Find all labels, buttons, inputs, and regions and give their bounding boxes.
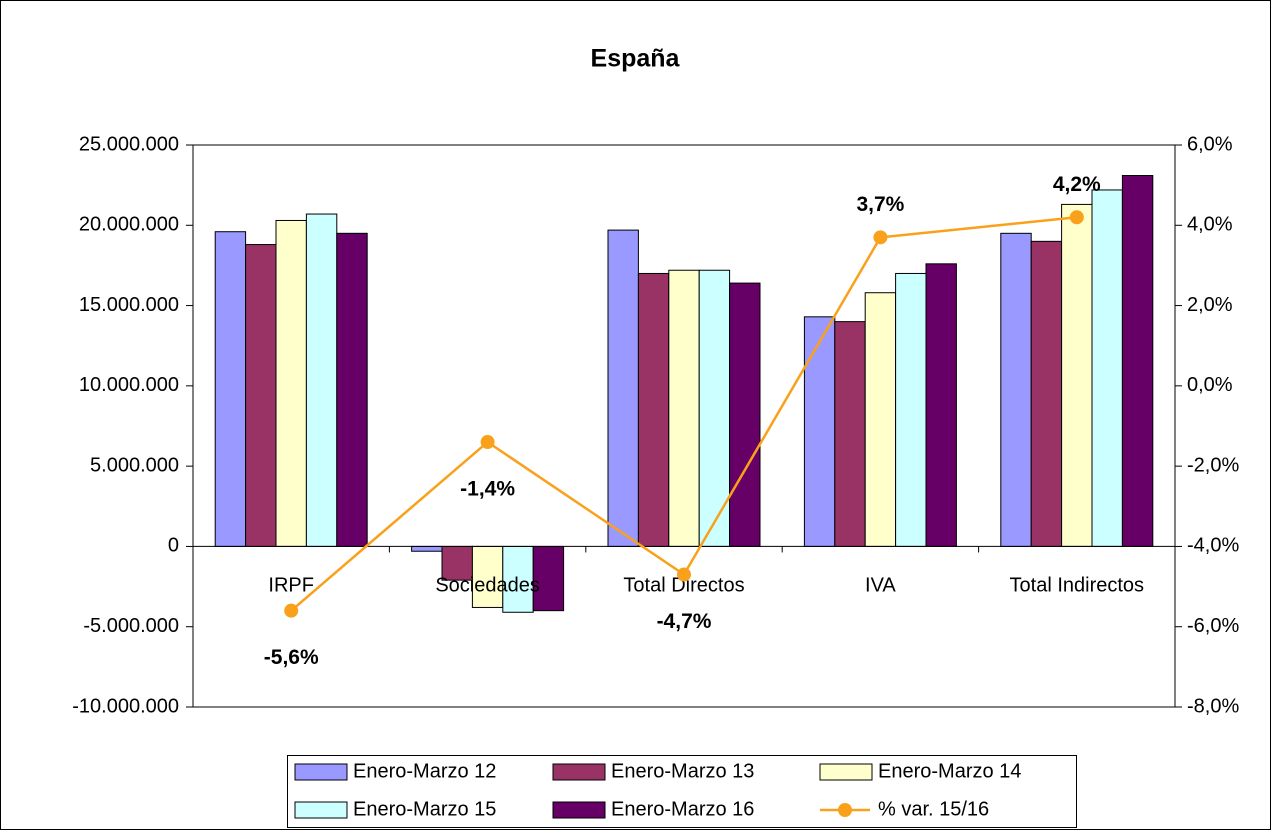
bar xyxy=(607,229,639,547)
y-tick-label: 20.000.000 xyxy=(79,214,179,236)
bar xyxy=(502,545,534,613)
legend-swatch xyxy=(819,763,873,781)
y2-tick-label: 4,0% xyxy=(1187,214,1233,236)
y-tick-label: 15.000.000 xyxy=(79,294,179,316)
legend-swatch xyxy=(552,763,606,781)
chart-title: España xyxy=(591,45,681,73)
bar xyxy=(245,244,277,547)
bar xyxy=(532,545,565,612)
x-tick-label: Total Indirectos xyxy=(1010,575,1145,597)
bar xyxy=(637,272,670,547)
legend-marker xyxy=(838,803,852,817)
legend-label: Enero-Marzo 12 xyxy=(353,760,496,782)
data-label: -5,6% xyxy=(264,646,319,669)
plot-area xyxy=(192,144,1176,708)
y2-tick-label: 6,0% xyxy=(1187,133,1233,155)
bar xyxy=(1000,232,1032,547)
y2-tick-label: -4,0% xyxy=(1187,535,1239,557)
bar xyxy=(305,213,338,547)
y2-tick-label: 2,0% xyxy=(1187,294,1233,316)
bar xyxy=(336,232,368,547)
data-label: 3,7% xyxy=(856,193,904,216)
legend-label: Enero-Marzo 15 xyxy=(353,798,496,820)
line-marker xyxy=(677,567,691,582)
data-label: -1,4% xyxy=(460,478,515,501)
legend-label: % var. 15/16 xyxy=(878,798,989,820)
bar xyxy=(411,545,443,552)
bar xyxy=(1091,189,1123,547)
bar xyxy=(1030,240,1063,547)
legend-swatch xyxy=(294,801,348,819)
y-tick-label: 10.000.000 xyxy=(79,374,179,396)
y-tick-label: -10.000.000 xyxy=(72,695,179,717)
legend-swatch xyxy=(552,801,606,819)
data-label: -4,7% xyxy=(657,610,712,633)
y-tick-label: 5.000.000 xyxy=(90,454,179,476)
bar xyxy=(1121,175,1154,547)
y2-tick-label: -8,0% xyxy=(1187,695,1239,717)
y2-tick-label: -2,0% xyxy=(1187,454,1239,476)
bar xyxy=(214,231,247,547)
bar xyxy=(834,321,866,547)
y-tick-label: 0 xyxy=(168,535,179,557)
legend-label: Enero-Marzo 13 xyxy=(611,760,754,782)
bar xyxy=(925,263,957,547)
y2-tick-label: 0,0% xyxy=(1187,374,1233,396)
x-tick-label: IVA xyxy=(865,575,896,597)
line-marker xyxy=(1069,210,1084,225)
line-marker xyxy=(873,230,888,245)
bar xyxy=(275,219,307,547)
x-tick-label: Sociedades xyxy=(435,575,540,597)
x-tick-label: Total Directos xyxy=(623,575,744,597)
bar xyxy=(471,545,504,608)
line-marker xyxy=(284,603,299,618)
legend-label: Enero-Marzo 16 xyxy=(611,798,754,820)
legend-swatch xyxy=(294,763,348,781)
bar xyxy=(864,292,897,547)
bar xyxy=(1061,203,1093,547)
data-label: 4,2% xyxy=(1053,173,1101,196)
legend xyxy=(287,755,1077,828)
x-tick-label: IRPF xyxy=(268,575,314,597)
bar xyxy=(729,282,761,547)
bar xyxy=(441,545,473,581)
y2-tick-label: -6,0% xyxy=(1187,615,1239,637)
bar xyxy=(668,269,700,547)
line-marker xyxy=(480,435,495,450)
y-tick-label: 25.000.000 xyxy=(79,133,179,155)
bar xyxy=(895,272,927,547)
legend-label: Enero-Marzo 14 xyxy=(878,760,1021,782)
y-tick-label: -5.000.000 xyxy=(83,615,179,637)
bar xyxy=(803,316,836,547)
